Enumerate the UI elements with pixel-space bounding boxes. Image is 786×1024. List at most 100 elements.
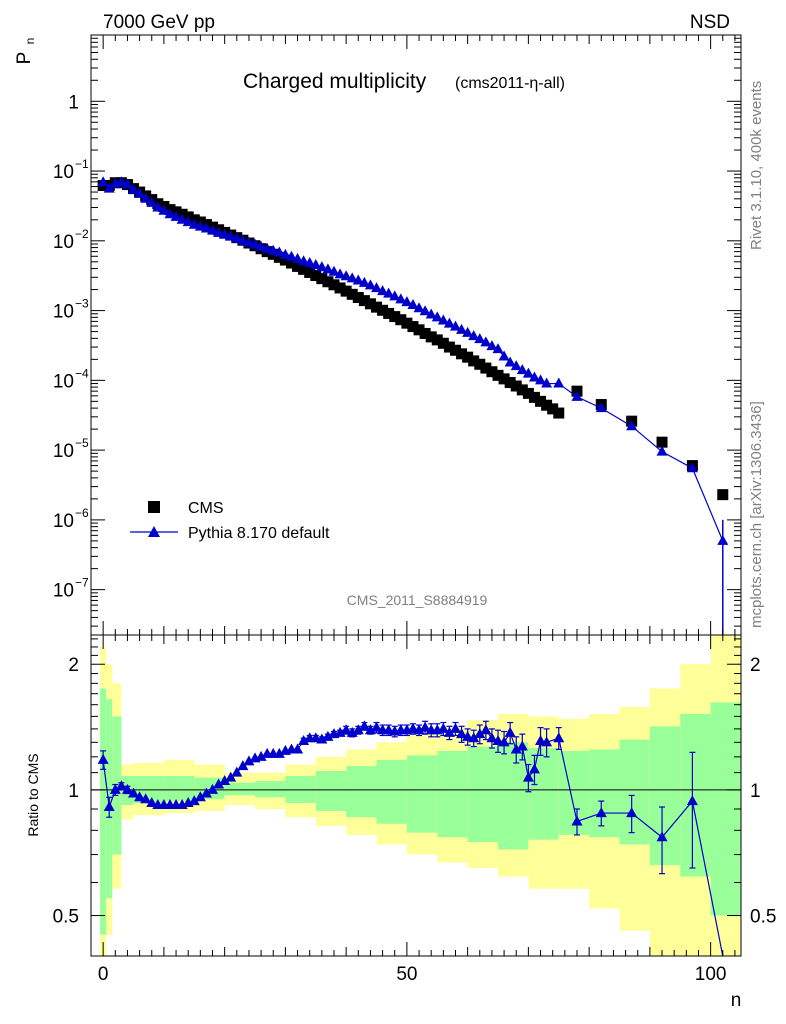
ratio-point bbox=[449, 722, 461, 733]
ratio-point bbox=[553, 732, 565, 743]
cms-point bbox=[352, 291, 364, 303]
y-tick-label: 10 bbox=[53, 232, 74, 253]
energy-label: 7000 GeV pp bbox=[103, 12, 215, 33]
ratio-point bbox=[97, 753, 109, 764]
pythia-point bbox=[322, 263, 334, 274]
ratio-axes: 0 50 100 2 1 0.5 2 1 0.5 bbox=[53, 635, 776, 985]
ratio-y-tick-label-right: 2 bbox=[750, 655, 761, 676]
pythia-point bbox=[304, 257, 316, 268]
uncertainty-band-inner bbox=[376, 759, 407, 824]
ratio-point bbox=[213, 778, 225, 789]
pythia-point bbox=[377, 285, 389, 296]
pythia-point bbox=[717, 534, 729, 545]
cms-point bbox=[492, 369, 504, 381]
cms-point bbox=[474, 358, 486, 370]
ratio-point bbox=[200, 787, 212, 798]
pythia-point bbox=[340, 270, 352, 281]
cms-point bbox=[516, 384, 528, 396]
cms-point bbox=[310, 270, 322, 282]
cms-point bbox=[395, 314, 407, 326]
pythia-point bbox=[480, 336, 492, 347]
uncertainty-band-inner bbox=[112, 716, 122, 855]
legend-pythia-label: Pythia 8.170 default bbox=[188, 525, 330, 542]
cms-point bbox=[449, 344, 461, 356]
cms-point bbox=[717, 489, 729, 501]
pythia-point bbox=[249, 238, 261, 249]
ratio-point bbox=[231, 766, 243, 777]
cms-point bbox=[346, 288, 358, 300]
y-tick-exponent: −7 bbox=[75, 576, 89, 590]
cms-point bbox=[498, 373, 510, 385]
pythia-point bbox=[285, 250, 297, 261]
pythia-point bbox=[328, 265, 340, 276]
cms-point bbox=[371, 301, 383, 313]
ratio-point bbox=[474, 728, 486, 739]
ratio-y-tick-label: 0.5 bbox=[53, 907, 79, 928]
ratio-point bbox=[225, 771, 237, 782]
pythia-point bbox=[516, 364, 528, 375]
ratio-y-tick-label-right: 1 bbox=[750, 781, 761, 802]
ratio-point bbox=[316, 733, 328, 744]
x-tick-label: 50 bbox=[396, 964, 417, 985]
cms-point bbox=[528, 391, 540, 403]
analysis-label: CMS_2011_S8884919 bbox=[347, 592, 488, 608]
y-tick-exponent: −2 bbox=[75, 227, 89, 241]
cms-point bbox=[443, 341, 455, 353]
uncertainty-band-inner bbox=[255, 781, 286, 798]
mcplots-credit-text: mcplots.cern.ch [arXiv:1306.3436] bbox=[748, 401, 765, 628]
pythia-point bbox=[279, 248, 291, 259]
ratio-point bbox=[468, 732, 480, 743]
ratio-point bbox=[103, 800, 115, 811]
cms-point bbox=[273, 251, 285, 263]
pythia-point bbox=[474, 333, 486, 344]
cms-point bbox=[377, 304, 389, 316]
cms-point bbox=[383, 307, 395, 319]
ratio-point bbox=[419, 721, 431, 732]
y-tick-label: 10 bbox=[53, 302, 74, 323]
pythia-point bbox=[486, 340, 498, 351]
ratio-point bbox=[595, 807, 607, 818]
cms-point bbox=[292, 260, 304, 272]
pythia-point bbox=[231, 232, 243, 243]
pythia-point bbox=[194, 220, 206, 231]
cms-point bbox=[522, 387, 534, 399]
ratio-point bbox=[516, 740, 528, 751]
pythia-point bbox=[292, 252, 304, 263]
pythia-point bbox=[553, 377, 565, 388]
pythia-point bbox=[510, 360, 522, 371]
pythia-point bbox=[121, 178, 133, 189]
legend-entry-cms: CMS bbox=[148, 500, 224, 517]
cms-point bbox=[535, 395, 547, 407]
cms-point bbox=[480, 362, 492, 374]
ratio-point bbox=[413, 724, 425, 735]
y-tick-exponent: −1 bbox=[75, 157, 89, 171]
pythia-point bbox=[158, 204, 170, 215]
pythia-point bbox=[364, 279, 376, 290]
ratio-point bbox=[541, 736, 553, 747]
pythia-point bbox=[152, 201, 164, 212]
uncertainty-band-inner bbox=[589, 749, 620, 838]
pythia-point bbox=[261, 242, 273, 253]
pythia-point bbox=[528, 371, 540, 382]
x-tick-label: 0 bbox=[98, 964, 109, 985]
uncertainty-band-inner bbox=[100, 688, 107, 935]
pythia-point bbox=[219, 228, 231, 239]
plot-title: Charged multiplicity bbox=[243, 70, 427, 93]
ratio-point bbox=[656, 831, 668, 842]
svg-text:n: n bbox=[23, 38, 37, 45]
cms-point bbox=[431, 334, 443, 346]
cms-point bbox=[401, 317, 413, 329]
uncertainty-band-inner bbox=[163, 775, 195, 802]
cms-point bbox=[364, 298, 376, 310]
pythia-point bbox=[626, 420, 638, 431]
pythia-point bbox=[243, 236, 255, 247]
pythia-point bbox=[97, 176, 109, 187]
cms-point bbox=[437, 337, 449, 349]
pythia-point bbox=[225, 230, 237, 241]
ratio-point bbox=[219, 775, 231, 786]
pythia-point bbox=[358, 276, 370, 287]
pythia-point bbox=[437, 314, 449, 325]
cms-point bbox=[285, 257, 297, 269]
ratio-point bbox=[334, 726, 346, 737]
